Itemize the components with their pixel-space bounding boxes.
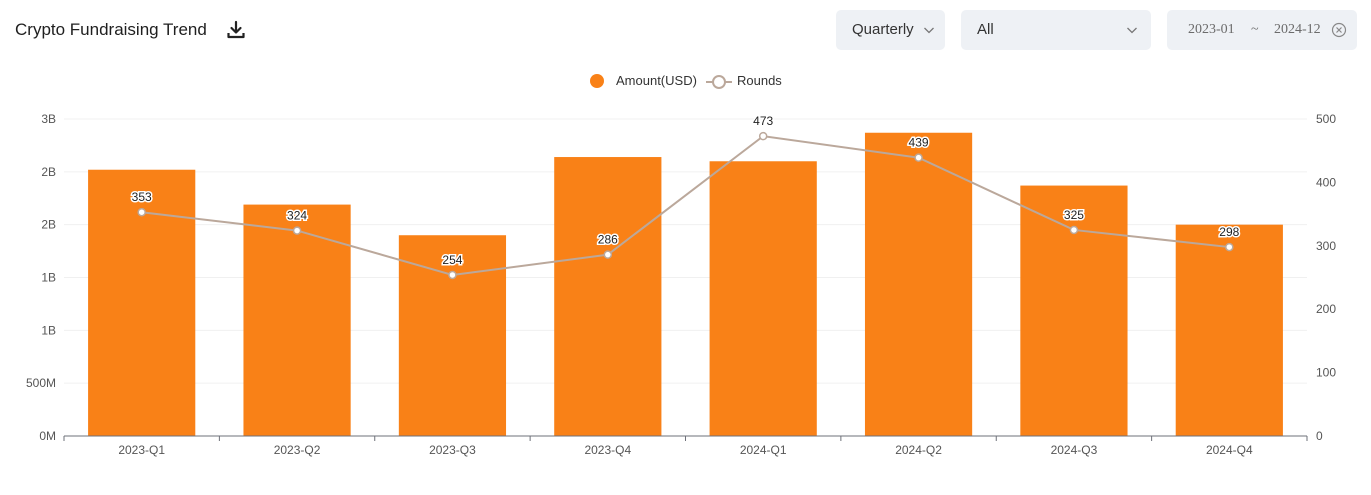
chart-header: Crypto Fundraising Trend Quarterly All 2… — [0, 0, 1371, 60]
y-right-tick-label: 300 — [1316, 239, 1336, 253]
y-left-tick-label: 1B — [41, 271, 56, 285]
bar — [1175, 224, 1283, 436]
date-range-start[interactable]: 2023-01 — [1188, 22, 1235, 37]
y-right-tick-label: 500 — [1316, 112, 1336, 126]
y-right-tick-label: 100 — [1316, 366, 1336, 380]
rounds-point — [137, 207, 146, 217]
rounds-point — [292, 226, 302, 235]
chart-title: Crypto Fundraising Trend — [15, 20, 207, 39]
rounds-point — [448, 270, 457, 280]
x-tick-label: 2023-Q2 — [274, 443, 321, 457]
rounds-data-label: 286 — [598, 233, 618, 247]
rounds-data-label: 298 — [1219, 225, 1239, 239]
legend-rounds-label: Rounds — [737, 73, 782, 88]
date-range-separator: ~ — [1251, 22, 1259, 37]
x-tick-label: 2023-Q4 — [584, 443, 631, 457]
rounds-data-label: 353 — [132, 190, 152, 204]
y-left-tick-label: 2B — [41, 165, 56, 179]
period-select-value: Quarterly — [852, 21, 914, 38]
chart-legend: Amount(USD) Rounds — [0, 72, 1371, 92]
rounds-data-label: 325 — [1064, 208, 1084, 222]
rounds-line — [141, 135, 1230, 276]
rounds-point — [603, 250, 613, 259]
x-tick-label: 2024-Q3 — [1051, 443, 1098, 457]
x-tick-label: 2024-Q1 — [740, 443, 787, 457]
bar — [864, 132, 973, 436]
rounds-point — [914, 153, 923, 162]
y-left-tick-label: 2B — [41, 218, 56, 232]
rounds-data-label: 473 — [753, 114, 773, 128]
rounds-data-label: 254 — [442, 253, 462, 267]
chart-plot: 0M 500M 1B 1B 2B 2B 3B 0 100 200 300 400 500 2023-Q1 2… — [26, 112, 1336, 457]
y-left-tick-label: 0M — [39, 429, 56, 443]
y-right-tick-label: 0 — [1316, 429, 1323, 443]
y-left-tick-label: 500M — [26, 376, 56, 390]
x-tick-label: 2024-Q4 — [1206, 443, 1253, 457]
legend-rounds-marker — [712, 75, 726, 89]
rounds-point — [1225, 242, 1234, 252]
bar — [554, 157, 662, 436]
bar — [1020, 185, 1128, 436]
x-tick-label: 2023-Q3 — [429, 443, 476, 457]
bar — [398, 235, 507, 436]
bar — [243, 204, 351, 436]
close-icon[interactable] — [1331, 22, 1347, 38]
date-range-picker[interactable]: 2023-01 ~ 2024-12 — [1167, 10, 1357, 50]
bar — [709, 161, 817, 436]
x-tick-label: 2023-Q1 — [118, 443, 165, 457]
category-select[interactable]: All — [961, 10, 1151, 50]
date-range-end[interactable]: 2024-12 — [1274, 22, 1321, 37]
period-select[interactable]: Quarterly — [836, 10, 945, 50]
rounds-point — [1069, 225, 1079, 235]
y-right-tick-label: 400 — [1316, 175, 1336, 189]
y-left-tick-label: 3B — [41, 112, 56, 126]
x-tick-label: 2024-Q2 — [895, 443, 942, 457]
category-select-value: All — [977, 21, 994, 38]
y-left-tick-label: 1B — [41, 323, 56, 337]
legend-amount-label: Amount(USD) — [616, 73, 697, 88]
chevron-down-icon — [922, 23, 936, 37]
rounds-data-label: 324 — [287, 209, 307, 223]
rounds-point — [758, 131, 768, 141]
y-right-tick-label: 200 — [1316, 302, 1336, 316]
legend-amount-swatch — [590, 74, 604, 88]
chevron-down-icon — [1125, 23, 1139, 37]
rounds-data-label: 439 — [909, 136, 929, 150]
download-icon[interactable] — [226, 20, 246, 40]
